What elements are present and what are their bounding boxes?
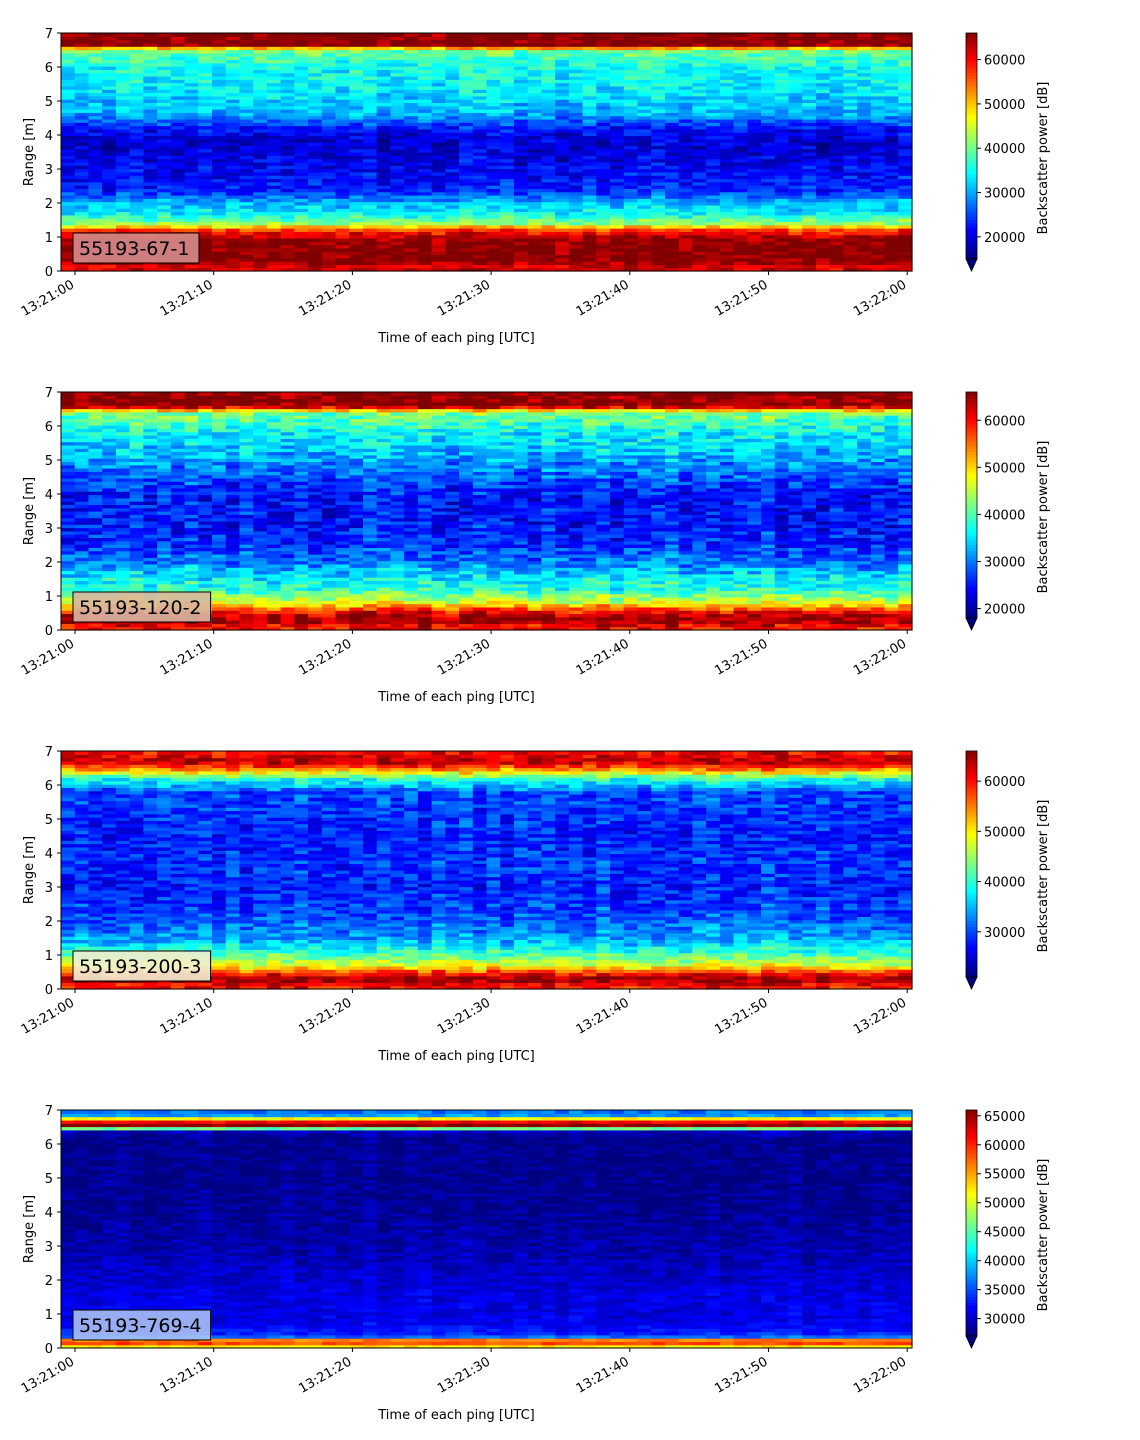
heatmap-cell: [171, 33, 185, 37]
x-axis-label: Time of each ping [UTC]: [377, 331, 535, 346]
x-tick-label: 13:21:40: [574, 277, 632, 319]
heatmap-cell: [157, 33, 171, 37]
colorbar-extend-arrow: [966, 259, 977, 271]
heatmap-cell: [75, 33, 89, 37]
heatmap-cell: [857, 33, 871, 37]
y-tick-label: 6: [45, 61, 53, 76]
y-tick-label: 4: [45, 129, 53, 144]
heatmap-cell: [596, 33, 610, 37]
heatmap-cell: [734, 33, 748, 37]
heatmap-cell: [830, 33, 844, 37]
heatmap-cell: [185, 33, 199, 37]
heatmap-cell: [692, 33, 706, 37]
colorbar-tick-label: 40000: [984, 142, 1025, 157]
heatmap-cell: [239, 33, 253, 37]
heatmap-cell: [514, 33, 528, 37]
heatmap-cell: [583, 33, 597, 37]
heatmap-cell: [281, 33, 295, 37]
y-tick-label: 0: [45, 265, 53, 280]
heatmap-cell: [143, 33, 157, 37]
heatmap-cell: [294, 33, 308, 37]
colorbar: 20000 30000 40000 50000 60000 Backscatter pow…: [966, 33, 1051, 271]
heatmap-cell: [775, 33, 789, 37]
heatmap-cell: [390, 33, 404, 37]
heatmap-cell: [747, 33, 761, 37]
x-tick-label: 13:21:20: [296, 277, 354, 319]
heatmap-cell: [88, 33, 102, 37]
heatmap-cell: [212, 33, 226, 37]
chart-panel-1: 0 1 2 3 4 5 6 7 Range [m] 13:21:00 13:21:10 13:21:2…: [19, 27, 1051, 346]
heatmap-cell: [377, 33, 391, 37]
heatmap-cell: [226, 33, 240, 37]
heatmap-cell: [569, 33, 583, 37]
heatmap-cell: [610, 33, 624, 37]
colorbar-tick-label: 50000: [984, 98, 1025, 113]
heatmap-cell: [116, 392, 130, 396]
heatmap-cell: [843, 33, 857, 37]
heatmap-cell: [788, 33, 802, 37]
heatmap-cell: [487, 33, 501, 37]
x-tick-label: 13:22:00: [851, 277, 909, 319]
heatmap-cell: [267, 33, 281, 37]
heatmap-cell: [88, 392, 102, 396]
y-tick-label: 3: [45, 163, 53, 178]
x-tick-label: 13:21:10: [158, 277, 216, 319]
heatmap-cell: [404, 33, 418, 37]
panel-label-box: 55193-67-1: [73, 233, 199, 263]
heatmap-cell: [816, 33, 830, 37]
x-tick-label: 13:21:00: [19, 277, 77, 319]
heatmap-cell: [761, 33, 775, 37]
heatmap-cell: [308, 33, 322, 37]
heatmap-cell: [541, 33, 555, 37]
heatmap-cell: [555, 33, 569, 37]
heatmap-cell: [198, 33, 212, 37]
heatmap-cell: [75, 392, 89, 396]
heatmap-cell: [322, 33, 336, 37]
heatmap-cell: [898, 33, 912, 37]
heatmap-cell: [651, 33, 665, 37]
heatmap-cell: [473, 33, 487, 37]
colorbar-tick-label: 30000: [984, 187, 1025, 202]
x-tick-label: 13:21:50: [712, 277, 770, 319]
heatmap-cell: [349, 33, 363, 37]
colorbar-tick-label: 20000: [984, 231, 1025, 246]
heatmap-cell: [116, 33, 130, 37]
heatmap-cell: [528, 33, 542, 37]
heatmap-cell: [679, 33, 693, 37]
heatmap-cell: [61, 392, 75, 396]
heatmap-cell: [500, 33, 514, 37]
heatmap-cell: [802, 33, 816, 37]
colorbar-tick-label: 60000: [984, 54, 1025, 69]
heatmap-cell: [61, 33, 75, 37]
y-axis-label: Range [m]: [22, 118, 37, 186]
y-tick-label: 1: [45, 231, 53, 246]
y-tick-label: 7: [45, 27, 53, 42]
colorbar-segment: [966, 33, 977, 36]
x-tick-label: 13:21:30: [435, 277, 493, 319]
y-tick-label: 2: [45, 197, 53, 212]
panel-label: 55193-67-1: [79, 238, 189, 260]
heatmap-cell: [445, 33, 459, 37]
heatmap-cell: [871, 33, 885, 37]
heatmap-cell: [706, 33, 720, 37]
heatmap-cell: [432, 33, 446, 37]
heatmap-cell: [336, 33, 350, 37]
heatmap-cell: [720, 33, 734, 37]
heatmap-cell: [624, 33, 638, 37]
y-tick-label: 5: [45, 95, 53, 110]
heatmap-cell: [637, 33, 651, 37]
heatmap-cell: [418, 33, 432, 37]
heatmap-cell: [102, 392, 116, 396]
heatmap-cell: [459, 33, 473, 37]
heatmap-cell: [130, 33, 144, 37]
heatmap-cell: [253, 33, 267, 37]
heatmap-cell: [885, 33, 899, 37]
heatmap-cell: [102, 33, 116, 37]
heatmap-cell: [665, 33, 679, 37]
colorbar-label: Backscatter power [dB]: [1036, 82, 1051, 235]
heatmap-cell: [363, 33, 377, 37]
